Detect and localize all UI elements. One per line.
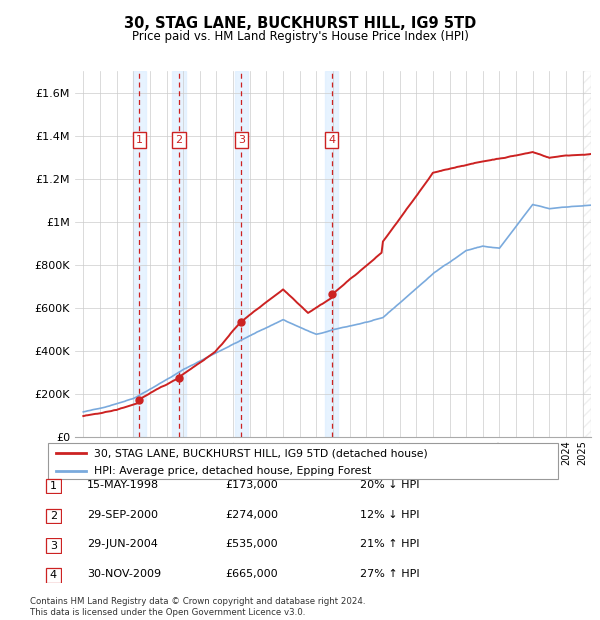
Text: Contains HM Land Registry data © Crown copyright and database right 2024.: Contains HM Land Registry data © Crown c… <box>30 597 365 606</box>
Text: 12% ↓ HPI: 12% ↓ HPI <box>360 510 419 520</box>
Text: 30, STAG LANE, BUCKHURST HILL, IG9 5TD: 30, STAG LANE, BUCKHURST HILL, IG9 5TD <box>124 16 476 30</box>
Text: 29-JUN-2004: 29-JUN-2004 <box>87 539 158 549</box>
Text: £173,000: £173,000 <box>225 480 278 490</box>
Text: 3: 3 <box>50 541 57 551</box>
Text: HPI: Average price, detached house, Epping Forest: HPI: Average price, detached house, Eppi… <box>94 466 371 476</box>
Text: 1: 1 <box>136 135 143 145</box>
Text: 3: 3 <box>238 135 245 145</box>
Text: Price paid vs. HM Land Registry's House Price Index (HPI): Price paid vs. HM Land Registry's House … <box>131 30 469 43</box>
Text: 1: 1 <box>50 481 57 491</box>
Text: 2: 2 <box>175 135 182 145</box>
Text: 29-SEP-2000: 29-SEP-2000 <box>87 510 158 520</box>
Bar <box>172 71 185 437</box>
Text: 20% ↓ HPI: 20% ↓ HPI <box>360 480 419 490</box>
Bar <box>325 71 338 437</box>
Text: £665,000: £665,000 <box>225 569 278 579</box>
Bar <box>133 71 146 437</box>
Text: 2: 2 <box>50 511 57 521</box>
Text: £535,000: £535,000 <box>225 539 278 549</box>
Bar <box>235 71 248 437</box>
Text: 30, STAG LANE, BUCKHURST HILL, IG9 5TD (detached house): 30, STAG LANE, BUCKHURST HILL, IG9 5TD (… <box>94 448 428 458</box>
Text: 4: 4 <box>328 135 335 145</box>
Text: £274,000: £274,000 <box>225 510 278 520</box>
Text: This data is licensed under the Open Government Licence v3.0.: This data is licensed under the Open Gov… <box>30 608 305 617</box>
Text: 15-MAY-1998: 15-MAY-1998 <box>87 480 159 490</box>
Text: 27% ↑ HPI: 27% ↑ HPI <box>360 569 419 579</box>
Text: 4: 4 <box>50 570 57 580</box>
Text: 30-NOV-2009: 30-NOV-2009 <box>87 569 161 579</box>
Bar <box>583 71 591 437</box>
Text: 21% ↑ HPI: 21% ↑ HPI <box>360 539 419 549</box>
